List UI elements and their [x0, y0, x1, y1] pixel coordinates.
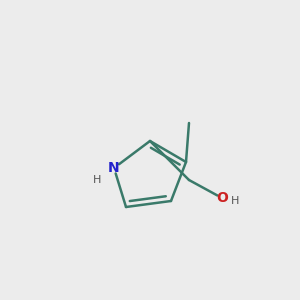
Text: H: H [93, 175, 102, 185]
Text: N: N [108, 161, 120, 175]
Text: H: H [230, 196, 239, 206]
Text: O: O [216, 191, 228, 205]
